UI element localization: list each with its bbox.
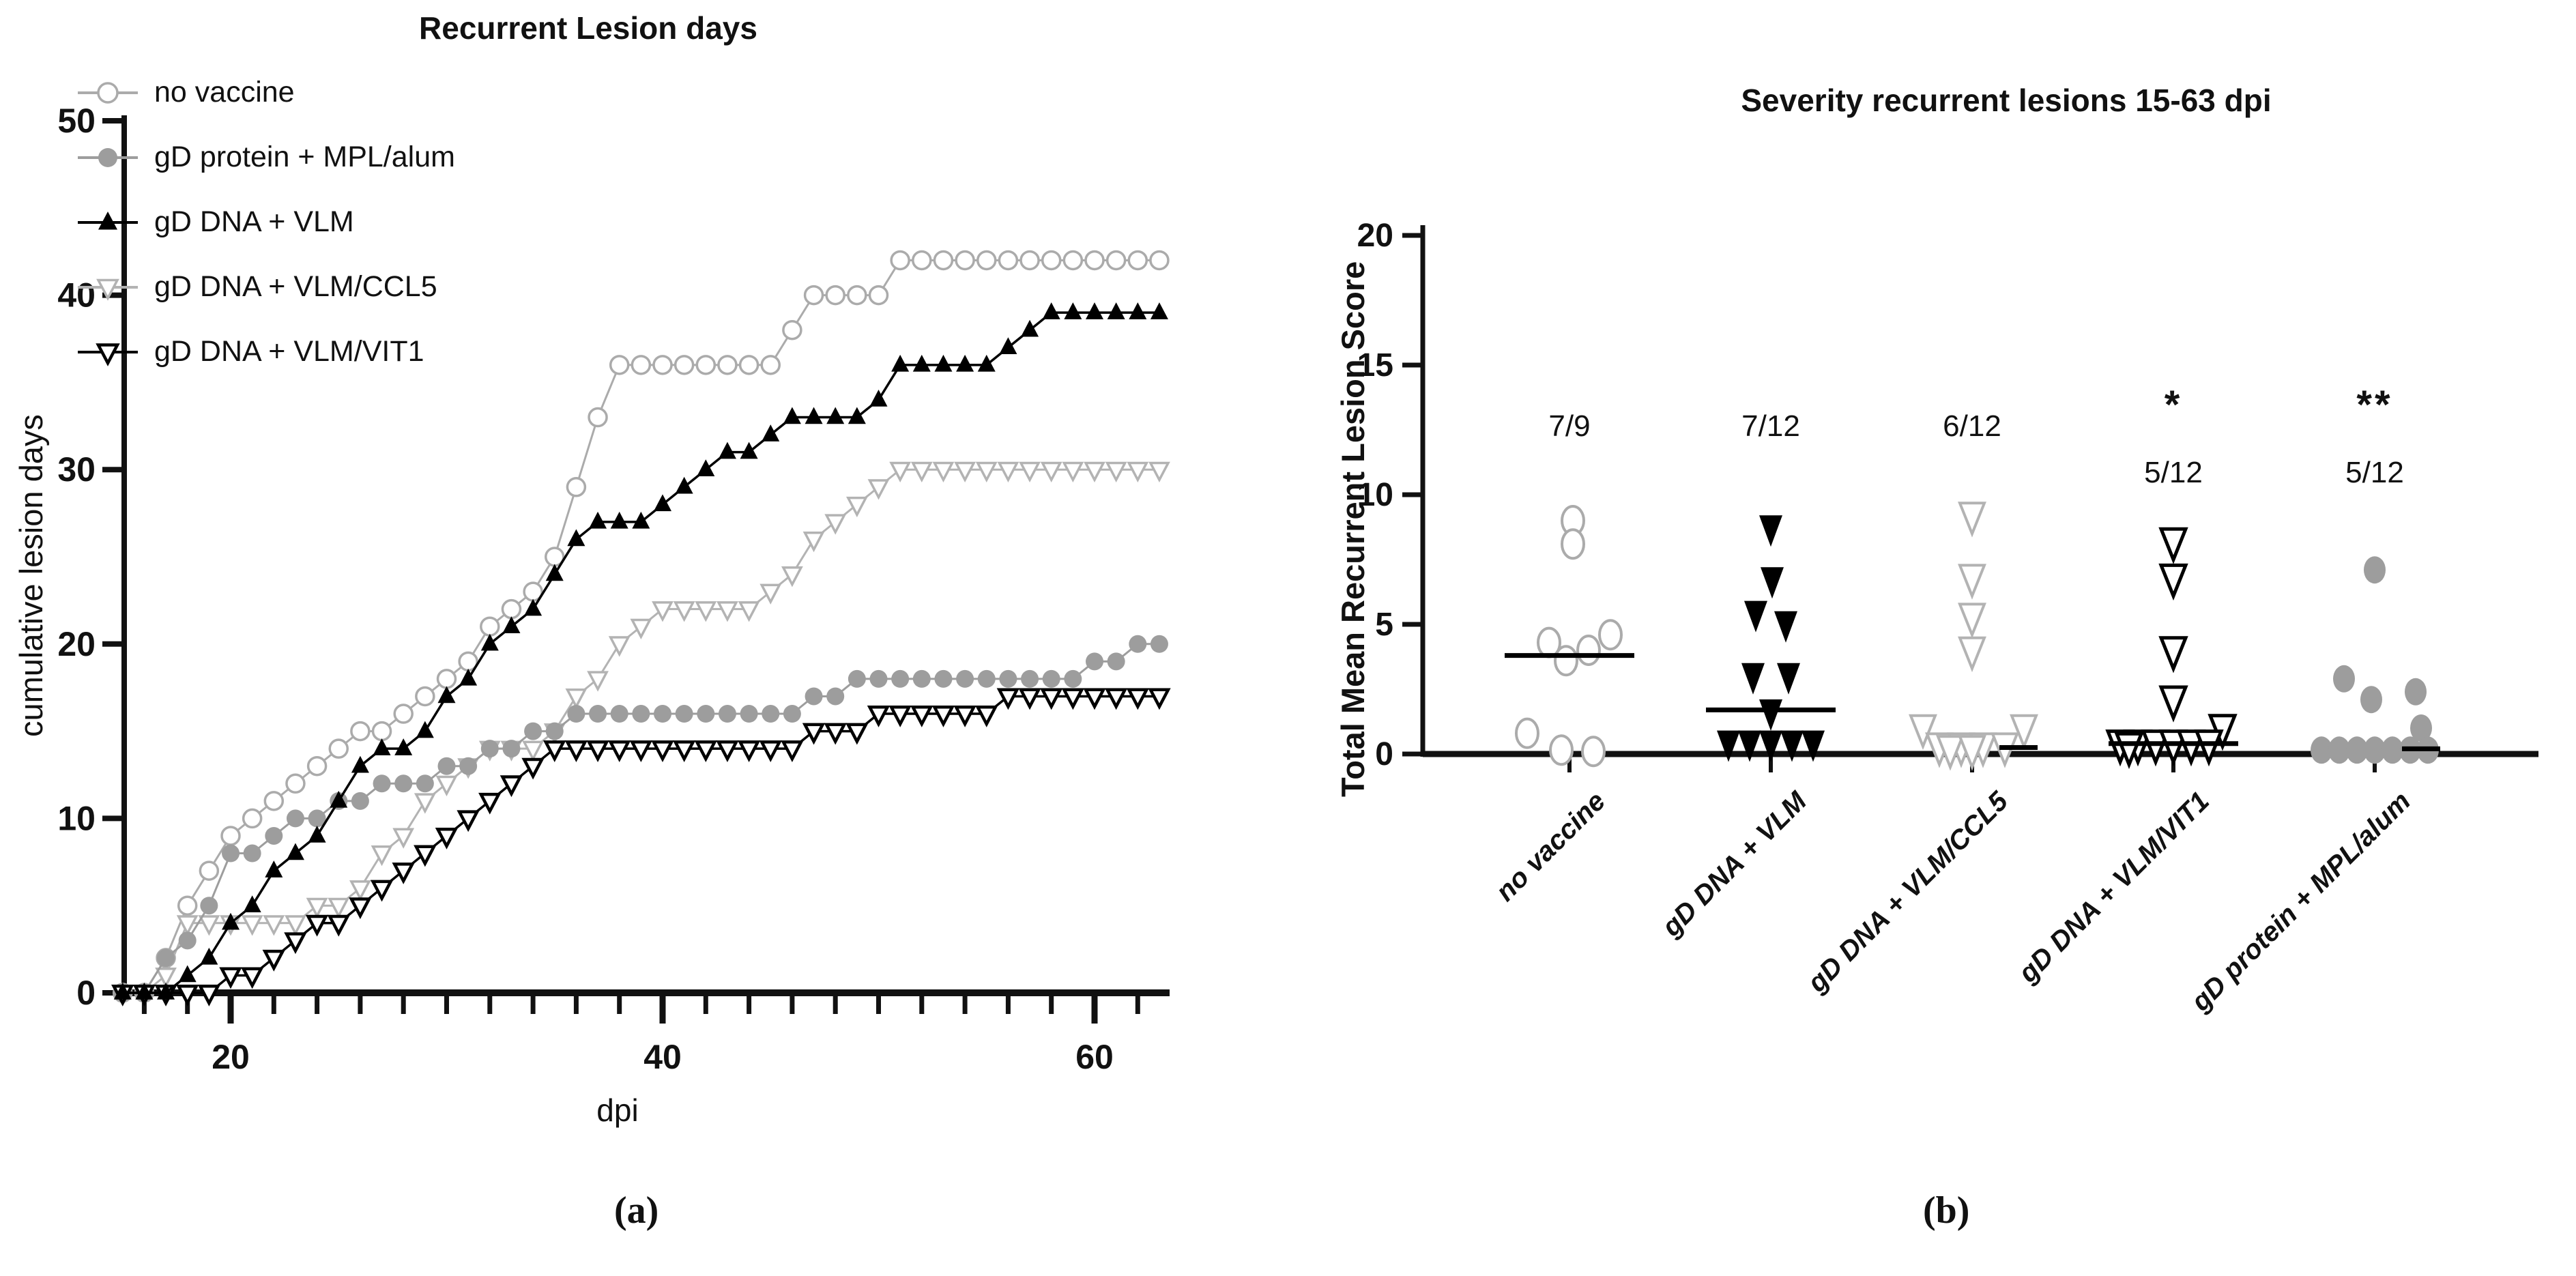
svg-text:60: 60 <box>1075 1038 1114 1076</box>
series-4 <box>111 688 1171 1006</box>
series-3 <box>111 461 1170 1006</box>
svg-text:10: 10 <box>1357 477 1393 513</box>
legend-label: no vaccine <box>154 76 295 108</box>
svg-text:20: 20 <box>57 625 96 663</box>
panel-b-letter: (b) <box>1923 1189 1970 1232</box>
legend-item: gD DNA + VLM/CCL5 <box>76 255 455 319</box>
no-vaccine-marker-icon <box>76 78 139 108</box>
group-1 <box>1706 515 1836 762</box>
panel-a-legend: no vaccine gD protein + MPL/alum gD DNA … <box>76 60 455 384</box>
group-2 <box>1909 502 2038 771</box>
svg-text:50: 50 <box>57 102 96 140</box>
gd-protein-mpl-alum-marker-icon <box>76 143 139 173</box>
svg-text:10: 10 <box>57 799 96 837</box>
svg-text:0: 0 <box>76 974 96 1012</box>
annotation-gd-dna-vlm-vit1: 5/12 <box>2144 456 2203 489</box>
significance-gd-dna-vlm-vit1: * <box>2164 383 2183 427</box>
legend-label: gD DNA + VLM/VIT1 <box>154 335 424 368</box>
svg-text:40: 40 <box>57 276 96 315</box>
panel-b-title: Severity recurrent lesions 15-63 dpi <box>1741 83 2272 118</box>
gd-dna-vlm-marker-icon <box>76 207 139 237</box>
gd-dna-vlm-vit1-marker-icon <box>76 337 139 367</box>
panel-a-title: Recurrent Lesion days <box>419 10 757 46</box>
annotation-no-vaccine: 7/9 <box>1548 409 1591 443</box>
svg-text:20: 20 <box>212 1038 250 1076</box>
series-0 <box>113 250 1170 1003</box>
gd-dna-vlm-ccl5-marker-icon <box>76 272 139 302</box>
annotation-gd-dna-vlm-ccl5: 6/12 <box>1943 409 2001 443</box>
panel-a-letter: (a) <box>614 1189 659 1232</box>
panel-b-plot: 0 5 10 15 20 <box>1357 218 2538 772</box>
legend-label: gD protein + MPL/alum <box>154 141 455 173</box>
annotation-gd-protein-mpl-alum: 5/12 <box>2345 456 2404 489</box>
group-4 <box>2311 556 2440 764</box>
group-3 <box>2105 527 2238 770</box>
legend-item: gD protein + MPL/alum <box>76 125 455 190</box>
annotation-gd-dna-vlm: 7/12 <box>1741 409 1800 443</box>
legend-item: gD DNA + VLM/VIT1 <box>76 319 455 384</box>
legend-label: gD DNA + VLM <box>154 205 354 238</box>
svg-text:15: 15 <box>1357 347 1393 383</box>
svg-text:40: 40 <box>643 1038 682 1076</box>
panel-b-y-axis-title: Total Mean Recurrent Lesion Score <box>1335 261 1371 797</box>
significance-gd-protein-mpl-alum: ** <box>2356 383 2393 427</box>
panel-a-plot: 0 10 20 30 40 50 20 40 60 <box>57 102 1171 1076</box>
svg-text:20: 20 <box>1357 218 1393 254</box>
panel-a-x-axis-title: dpi <box>596 1092 639 1128</box>
group-0 <box>1505 505 1634 768</box>
series-1 <box>113 635 1168 1002</box>
svg-text:5: 5 <box>1375 607 1393 643</box>
series-2 <box>113 302 1168 1000</box>
legend-item: no vaccine <box>76 60 455 125</box>
legend-item: gD DNA + VLM <box>76 190 455 255</box>
panel-a-y-axis-title: cumulative lesion days <box>13 414 49 737</box>
svg-text:30: 30 <box>57 450 96 489</box>
svg-text:0: 0 <box>1375 736 1393 772</box>
legend-label: gD DNA + VLM/CCL5 <box>154 270 437 303</box>
